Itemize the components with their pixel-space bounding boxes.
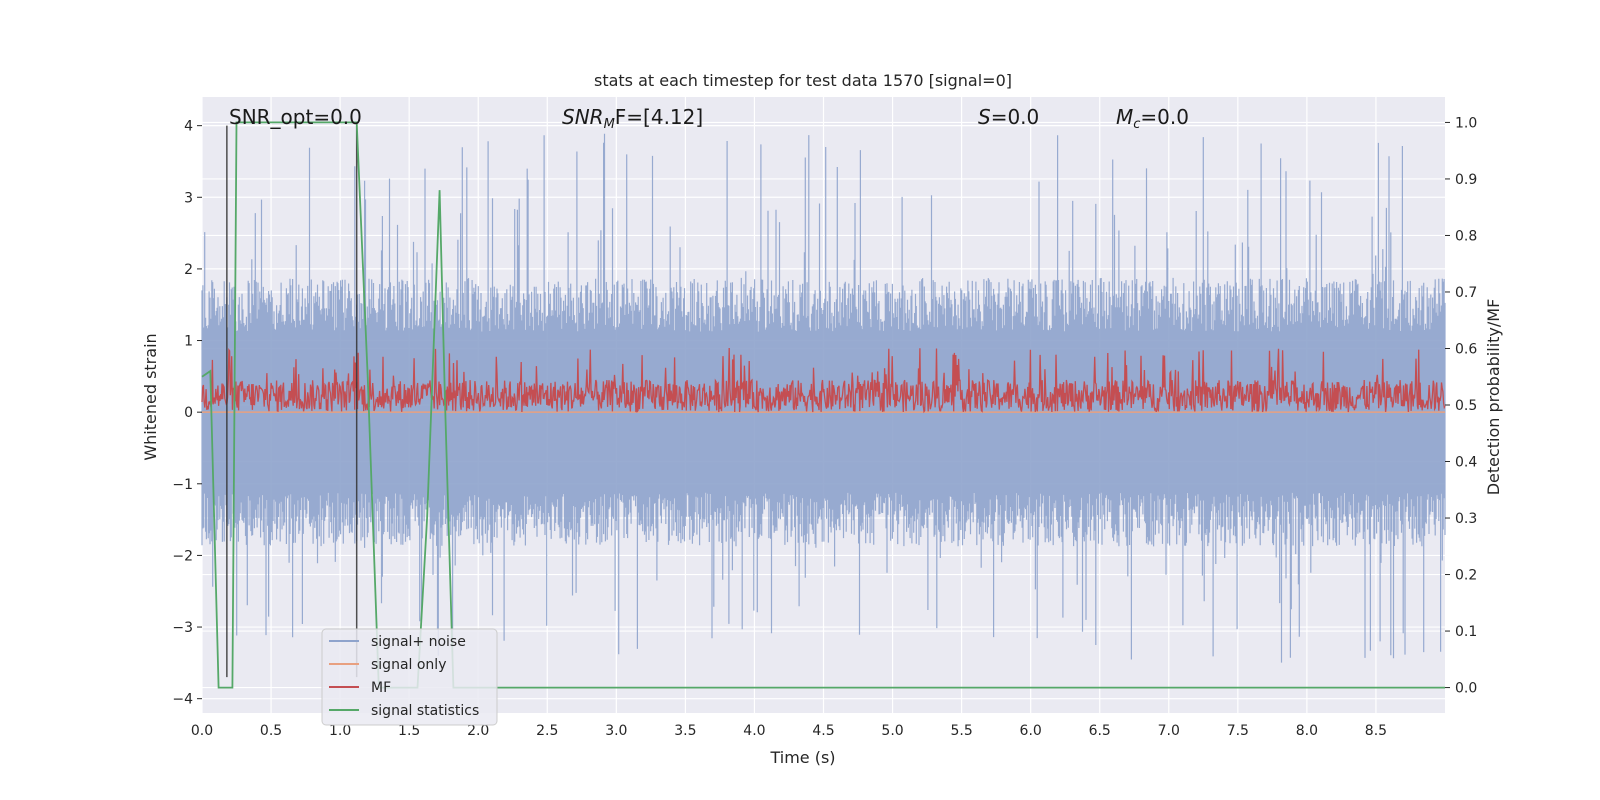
x-tick-label: 0.5 [260,723,282,739]
series-mf [201,347,1446,414]
y-right-tick-label: 0.5 [1455,398,1477,414]
x-tick-label: 2.0 [467,723,489,739]
y-right-tick-label: 0.7 [1455,285,1477,301]
y-left-axis-ticks: 4 3 2 1 0 −1 −2 −3 −4 [172,119,202,708]
s-value: =0.0 [991,105,1040,129]
x-tick-label: 1.5 [398,723,420,739]
legend: signal+ noise signal only MF signal stat… [321,628,498,726]
y-right-tick-label: 0.0 [1455,681,1477,697]
legend-label-signal-only: signal only [371,657,446,673]
x-tick-label: 8.5 [1365,723,1387,739]
y-right-tick-label: 0.6 [1455,341,1477,357]
y-right-axis-ticks: 1.0 0.9 0.8 0.7 0.6 0.5 0.4 0.3 0.2 0.1 0.0 [1445,115,1477,697]
legend-label-mf: MF [371,680,391,696]
vertical-markers [226,125,358,678]
x-tick-label: 6.5 [1089,723,1111,739]
y-left-tick-label: −4 [172,692,193,708]
mf-trace [201,347,1446,414]
mc-sub: c [1133,117,1140,132]
y-left-tick-label: 2 [184,262,193,278]
x-tick-label: 4.5 [812,723,834,739]
x-tick-label: 3.5 [674,723,696,739]
y-left-tick-label: 3 [184,190,193,206]
y-right-tick-label: 0.4 [1455,455,1477,471]
y-right-tick-label: 1.0 [1455,115,1477,131]
annotation-s: S=0.0 [978,105,1039,129]
annotation-mc: Mc=0.0 [1116,105,1189,132]
legend-label-signal-noise: signal+ noise [371,634,466,650]
y-right-tick-label: 0.8 [1455,228,1477,244]
y-right-tick-label: 0.1 [1455,624,1477,640]
y-right-tick-label: 0.2 [1455,568,1477,584]
annotation-snr-mf: SNRMF=[4.12] [562,105,703,132]
y-left-tick-label: 1 [184,334,193,350]
x-tick-label: 5.0 [881,723,903,739]
y-left-tick-label: 0 [184,405,193,421]
y-left-tick-label: −1 [172,477,193,493]
y-left-tick-label: 4 [184,119,193,135]
x-tick-label: 7.0 [1158,723,1180,739]
mc-value: =0.0 [1140,105,1189,129]
snr-mf-prefix: SNR [562,105,604,129]
chart-title: stats at each timestep for test data 157… [594,71,1012,90]
s-label: S [978,105,991,129]
x-tick-label: 2.5 [536,723,558,739]
x-tick-label: 1.0 [329,723,351,739]
x-tick-label: 0.0 [191,723,213,739]
x-tick-label: 3.0 [605,723,627,739]
legend-label-signal-statistics: signal statistics [371,703,479,719]
annotation-snr-opt: SNR_opt=0.0 [229,105,362,129]
y-right-tick-label: 0.9 [1455,172,1477,188]
y-left-tick-label: −3 [172,620,193,636]
snr-mf-sub: M [604,117,615,132]
x-tick-label: 6.0 [1020,723,1042,739]
x-tick-label: 4.0 [743,723,765,739]
y-left-tick-label: −2 [172,548,193,564]
y-right-tick-label: 0.3 [1455,511,1477,527]
x-tick-label: 8.0 [1296,723,1318,739]
mc-label: M [1116,105,1133,129]
x-axis-label: Time (s) [769,748,835,767]
x-axis-ticks: 0.0 0.5 1.0 1.5 2.0 2.5 3.0 3.5 4.0 4.5 5.0 5.5 6.0 6… [191,723,1387,739]
snr-mf-suffix: F=[4.12] [615,105,703,129]
legend-box [321,628,498,726]
y-left-axis-label: Whitened strain [141,333,160,460]
x-tick-label: 7.5 [1227,723,1249,739]
x-tick-label: 5.5 [950,723,972,739]
y-right-axis-label: Detection probability/MF [1484,299,1503,496]
